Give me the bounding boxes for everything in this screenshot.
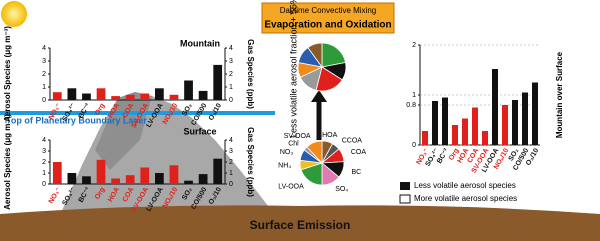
- bar: [512, 100, 518, 145]
- bar: [169, 94, 179, 100]
- legend-label: More volatile aerosol species: [414, 194, 517, 203]
- pie-label: SO₄: [335, 186, 348, 193]
- bar: [96, 159, 106, 184]
- bar: [67, 173, 77, 184]
- y2-tick-label: 3: [229, 58, 233, 65]
- pie-label: SV-OOA: [284, 133, 311, 140]
- pie-label: CCOA: [342, 137, 363, 144]
- y2-tick-label: 1: [229, 170, 233, 177]
- bar: [125, 175, 135, 184]
- y-tick-label: 4: [42, 45, 46, 52]
- sun: [1, 1, 27, 27]
- bar: [522, 92, 528, 145]
- pie-label: COA: [351, 149, 367, 156]
- pbl-line: [0, 111, 275, 115]
- bar: [213, 64, 223, 100]
- header-box: [261, 2, 395, 34]
- y-axis-title: Aerosol Species (μg m⁻³): [3, 26, 12, 122]
- header-daytime: Daytime Convective Mixing: [280, 6, 376, 15]
- bar: [52, 162, 62, 184]
- chart-title: Surface: [183, 126, 216, 136]
- bar: [422, 131, 428, 145]
- bar: [472, 107, 478, 145]
- y-tick-label: 2: [42, 71, 46, 78]
- y2-axis-title: Gas Species (ppb): [246, 127, 255, 197]
- bar: [198, 174, 208, 184]
- bar: [482, 131, 488, 145]
- pie-label: NO₃: [280, 149, 294, 156]
- y-tick-label: 0: [412, 142, 416, 149]
- bar: [67, 88, 77, 100]
- ground: [0, 205, 600, 241]
- bar: [184, 180, 193, 184]
- bar: [155, 173, 164, 184]
- pie-label: LV-OOA: [278, 183, 304, 190]
- y-tick-label: 1: [412, 92, 416, 99]
- pie-label: HOA: [322, 132, 338, 139]
- y2-tick-label: 0: [229, 97, 233, 104]
- bar: [140, 93, 150, 100]
- y-tick-label: 0: [42, 97, 46, 104]
- bar: [155, 88, 164, 100]
- bar: [82, 176, 91, 184]
- legend-label: Less volatile aerosol species: [414, 181, 516, 190]
- chart-title: Mountain: [180, 38, 220, 48]
- pie-label: BC: [351, 169, 361, 176]
- y-tick-label: 2: [42, 159, 46, 166]
- arrow-head: [311, 90, 327, 102]
- bar: [462, 118, 468, 145]
- pie-slice: [307, 42, 323, 69]
- bar: [213, 158, 223, 184]
- y2-tick-label: 4: [229, 137, 233, 144]
- pie-slice: [321, 42, 347, 68]
- bar: [452, 125, 458, 145]
- bar: [140, 167, 150, 184]
- bar: [111, 96, 120, 100]
- y-tick-label: 1: [42, 170, 46, 177]
- y-axis-title: Aerosol Species (μg m⁻³): [3, 114, 12, 210]
- bar: [198, 90, 208, 100]
- y-tick-label: 0: [42, 181, 46, 188]
- bar: [111, 178, 120, 184]
- y2-tick-label: 3: [229, 148, 233, 155]
- y2-tick-label: 2: [229, 159, 233, 166]
- legend-swatch: [400, 182, 410, 190]
- y-tick-label: 0.8: [406, 102, 416, 109]
- pbl-label: Top of Planetary Boundary Layer: [6, 115, 147, 125]
- y-axis-title: Mountain over Surface: [555, 51, 564, 138]
- y2-tick-label: 0: [229, 181, 233, 188]
- bar: [532, 82, 538, 145]
- bar: [492, 69, 498, 145]
- bar: [96, 88, 106, 100]
- bar: [502, 105, 508, 145]
- bar: [82, 93, 91, 100]
- y-tick-label: 3: [42, 58, 46, 65]
- y2-tick-label: 1: [229, 84, 233, 91]
- y-tick-label: 3: [42, 148, 46, 155]
- y2-tick-label: 2: [229, 71, 233, 78]
- legend-swatch: [399, 194, 411, 204]
- y-tick-label: 2: [412, 42, 416, 49]
- y2-axis-title: Gas Species (ppb): [246, 39, 255, 109]
- pie-label: Chl: [288, 141, 299, 148]
- y-tick-label: 4: [42, 137, 46, 144]
- bar: [52, 92, 62, 100]
- bar: [184, 80, 193, 100]
- bar: [169, 165, 179, 184]
- y-tick-label: 1: [42, 84, 46, 91]
- header-evaporation: Evaporation and Oxidation: [264, 20, 391, 31]
- pie-label: NH₄: [278, 163, 291, 170]
- bar: [432, 101, 438, 145]
- bar: [125, 94, 135, 100]
- pie-slice: [306, 140, 323, 165]
- bar: [442, 97, 448, 145]
- less-volatile-text: Less volatile aerosol fraction + 55%: [288, 0, 298, 138]
- surface-emission: Surface Emission: [250, 218, 351, 232]
- y2-tick-label: 4: [229, 45, 233, 52]
